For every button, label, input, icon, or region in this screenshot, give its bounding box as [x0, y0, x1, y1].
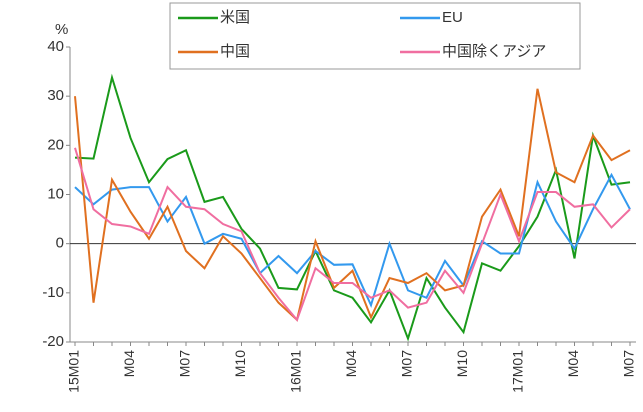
legend-box: [169, 2, 581, 70]
series-line: [74, 88, 631, 322]
x-tick-label: M07: [399, 350, 415, 377]
y-unit: %: [55, 21, 68, 38]
x-tick-label: M07: [621, 350, 637, 377]
x-tick-label: M10: [232, 350, 248, 377]
legend-label: 米国: [220, 9, 250, 26]
x-tick-label: 15M01: [66, 350, 82, 393]
x-tick-label: M04: [565, 350, 581, 377]
x-tick-label: M04: [343, 350, 359, 377]
y-tick-label: 40: [47, 38, 64, 55]
legend-label: 中国: [220, 43, 250, 60]
legend-label: 中国除くアジア: [442, 43, 546, 60]
y-tick-label: -20: [42, 333, 64, 350]
y-tick-label: 20: [47, 136, 64, 153]
y-tick-label: 30: [47, 87, 64, 104]
series-line: [74, 172, 631, 308]
y-tick-label: 0: [56, 235, 64, 252]
series-line: [74, 73, 631, 342]
y-tick-label: 10: [47, 185, 64, 202]
x-tick-label: M04: [121, 350, 137, 377]
x-tick-label: M07: [177, 350, 193, 377]
legend-label: EU: [442, 9, 463, 26]
y-tick-label: -10: [42, 284, 64, 301]
x-tick-label: M10: [454, 350, 470, 377]
x-tick-label: 17M01: [510, 350, 526, 393]
series-line: [74, 147, 631, 322]
x-tick-label: 16M01: [288, 350, 304, 393]
